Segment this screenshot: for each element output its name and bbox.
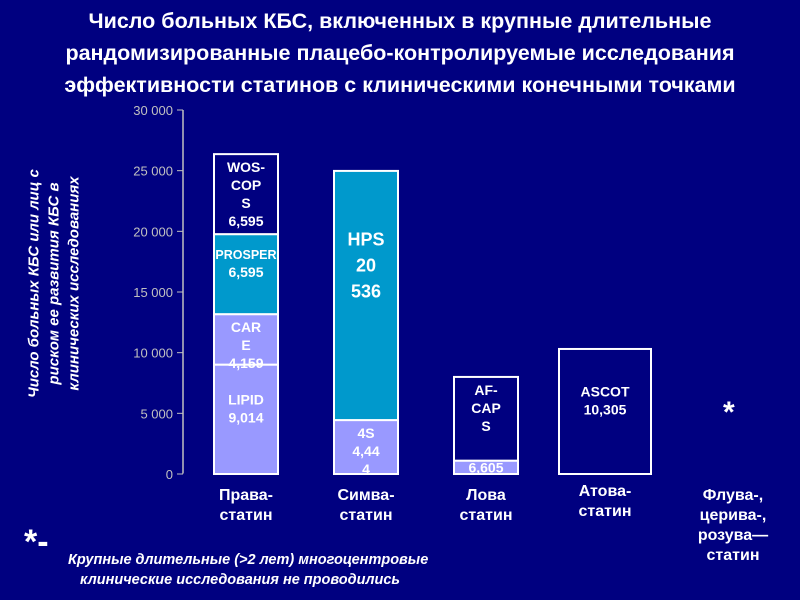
y-tick-label: 30 000 <box>133 103 173 118</box>
y-tick-label: 25 000 <box>133 164 173 179</box>
footnote-marker: *- <box>24 523 49 561</box>
segment-label: 20 <box>356 256 376 276</box>
category-label: Симва-статин <box>311 486 421 526</box>
segment-label: PROSPER <box>215 248 276 262</box>
segment-label: ASCOT <box>581 383 630 399</box>
category-label-line: Симва- <box>337 487 395 504</box>
category-label-line: Права- <box>218 487 274 504</box>
bar-segment <box>213 233 279 316</box>
y-tick-label: 20 000 <box>133 224 173 239</box>
no-trials-marker: * <box>723 396 735 429</box>
segment-label: 6,605 <box>468 459 503 475</box>
category-label-line: статин <box>706 547 760 564</box>
category-label-line: Атова- <box>578 483 632 500</box>
category-label-line: церива-, <box>699 507 767 524</box>
segment-label: 4 <box>362 461 370 477</box>
y-tick-label: 15 000 <box>133 285 173 300</box>
segment-label: 9,014 <box>228 409 263 425</box>
segment-label: CAR <box>231 319 261 335</box>
segment-label: 4,44 <box>352 443 379 459</box>
bar-segment <box>333 169 399 422</box>
category-label-line: статин <box>459 507 513 524</box>
segment-label: 6,595 <box>228 264 263 280</box>
y-tick-label: 5 000 <box>140 406 173 421</box>
segment-label: 4,159 <box>228 355 263 371</box>
bar-segment <box>558 347 652 475</box>
segment-label: HPS <box>347 230 384 250</box>
category-label-line: статин <box>339 507 393 524</box>
segment-label: CAP <box>471 400 501 416</box>
title-line-2: рандомизированные плацебо-контролируемые… <box>65 41 735 65</box>
category-label-line: розува— <box>697 527 769 544</box>
category-label: Лова статин <box>431 486 541 526</box>
bar-segment <box>333 419 399 475</box>
category-label-line: статин <box>219 507 273 524</box>
title-line-1: Число больных КБС, включенных в крупные … <box>88 9 712 33</box>
category-label: Атова-статин <box>550 482 660 522</box>
segment-label: 10,305 <box>584 401 627 417</box>
segment-label: 4S <box>357 425 374 441</box>
segment-label: S <box>241 195 250 211</box>
segment-label: 6,595 <box>228 213 263 229</box>
footnote-line-1: Крупные длительные (>2 лет) многоцентров… <box>68 552 429 568</box>
segment-label: COP <box>231 177 261 193</box>
bar-segment <box>453 375 519 462</box>
segment-label: AF- <box>474 382 498 398</box>
category-label: Права-статин <box>191 486 301 526</box>
y-tick-label: 10 000 <box>133 346 173 361</box>
footnote-line-2: клинические исследования не проводились <box>80 572 400 588</box>
bar-segment <box>213 313 279 366</box>
category-label-line: статин <box>578 503 632 520</box>
segment-label: E <box>241 337 250 353</box>
segment-label: LIPID <box>228 391 264 407</box>
y-tick-label: 0 <box>166 467 173 482</box>
category-label-line: Флува-, <box>702 487 764 504</box>
title-line-3: эффективности статинов с клиническими ко… <box>64 73 736 97</box>
segment-label: 536 <box>351 282 381 302</box>
bar-segment <box>213 153 279 236</box>
segment-label: S <box>481 418 490 434</box>
bar-segment <box>213 363 279 475</box>
category-label-line: Лова <box>466 487 506 504</box>
segment-label: WOS- <box>227 159 265 175</box>
category-label: Флува-, церива-, розува— статин <box>678 486 788 566</box>
